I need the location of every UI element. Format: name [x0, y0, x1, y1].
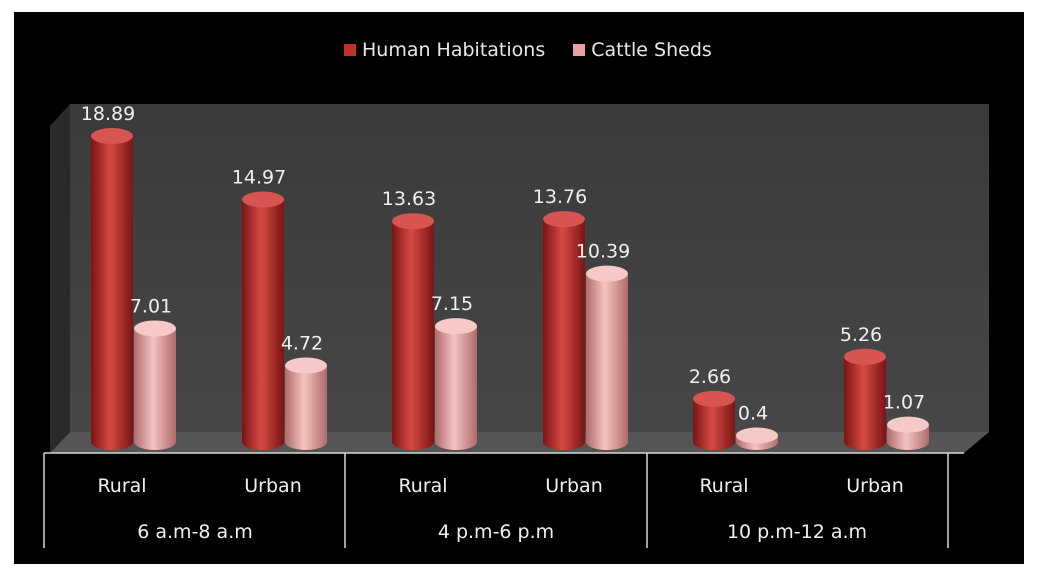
data-label: 10.39 — [576, 241, 630, 263]
legend-label-cattle-sheds: Cattle Sheds — [591, 39, 712, 61]
bar-human-habitations-0 — [91, 127, 133, 450]
category-label: Urban — [244, 475, 301, 497]
data-label: 7.15 — [431, 293, 473, 315]
bar-cattle-sheds-0 — [134, 320, 176, 450]
side-wall — [50, 104, 70, 453]
legend-swatch-human-habitations — [344, 44, 356, 56]
chart-frame: Human Habitations Cattle Sheds — [14, 12, 1024, 564]
data-label: 4.72 — [281, 333, 323, 355]
category-label: Rural — [398, 475, 447, 497]
bar-human-habitations-3 — [543, 211, 585, 450]
category-label: Rural — [699, 475, 748, 497]
legend-item-cattle-sheds: Cattle Sheds — [573, 39, 712, 61]
data-label: 14.97 — [232, 166, 286, 188]
back-wall — [70, 104, 989, 432]
data-label: 0.4 — [738, 403, 768, 425]
category-label: Urban — [545, 475, 602, 497]
bar-human-habitations-4 — [693, 390, 735, 450]
data-label: 5.26 — [840, 324, 882, 346]
legend-label-human-habitations: Human Habitations — [362, 39, 546, 61]
data-label: 18.89 — [81, 103, 135, 125]
data-label: 1.07 — [883, 392, 925, 414]
group-label: 10 p.m-12 a.m — [727, 521, 867, 543]
legend: Human Habitations Cattle Sheds — [344, 39, 712, 61]
bar-human-habitations-5 — [844, 348, 886, 450]
bar-cattle-sheds-2 — [435, 318, 477, 450]
bar-human-habitations-2 — [392, 213, 434, 450]
chart-plot: 18.89 7.01 14.97 4.72 13.63 7.15 13.76 10.39 2.6… — [43, 103, 989, 548]
bar-cattle-sheds-4 — [736, 427, 778, 450]
group-label: 4 p.m-6 p.m — [438, 521, 554, 543]
data-label: 2.66 — [689, 366, 731, 388]
bar-human-habitations-1 — [242, 191, 284, 450]
data-label: 13.63 — [382, 188, 436, 210]
data-label: 13.76 — [533, 186, 587, 208]
bar-cattle-sheds-5 — [887, 416, 929, 450]
legend-item-human-habitations: Human Habitations — [344, 39, 545, 61]
category-label: Urban — [846, 475, 903, 497]
category-label: Rural — [97, 475, 146, 497]
bar-cattle-sheds-1 — [285, 357, 327, 450]
group-label: 6 a.m-8 a.m — [137, 521, 253, 543]
data-label: 7.01 — [130, 295, 172, 317]
legend-swatch-cattle-sheds — [573, 44, 586, 56]
bar-cattle-sheds-3 — [586, 265, 628, 450]
